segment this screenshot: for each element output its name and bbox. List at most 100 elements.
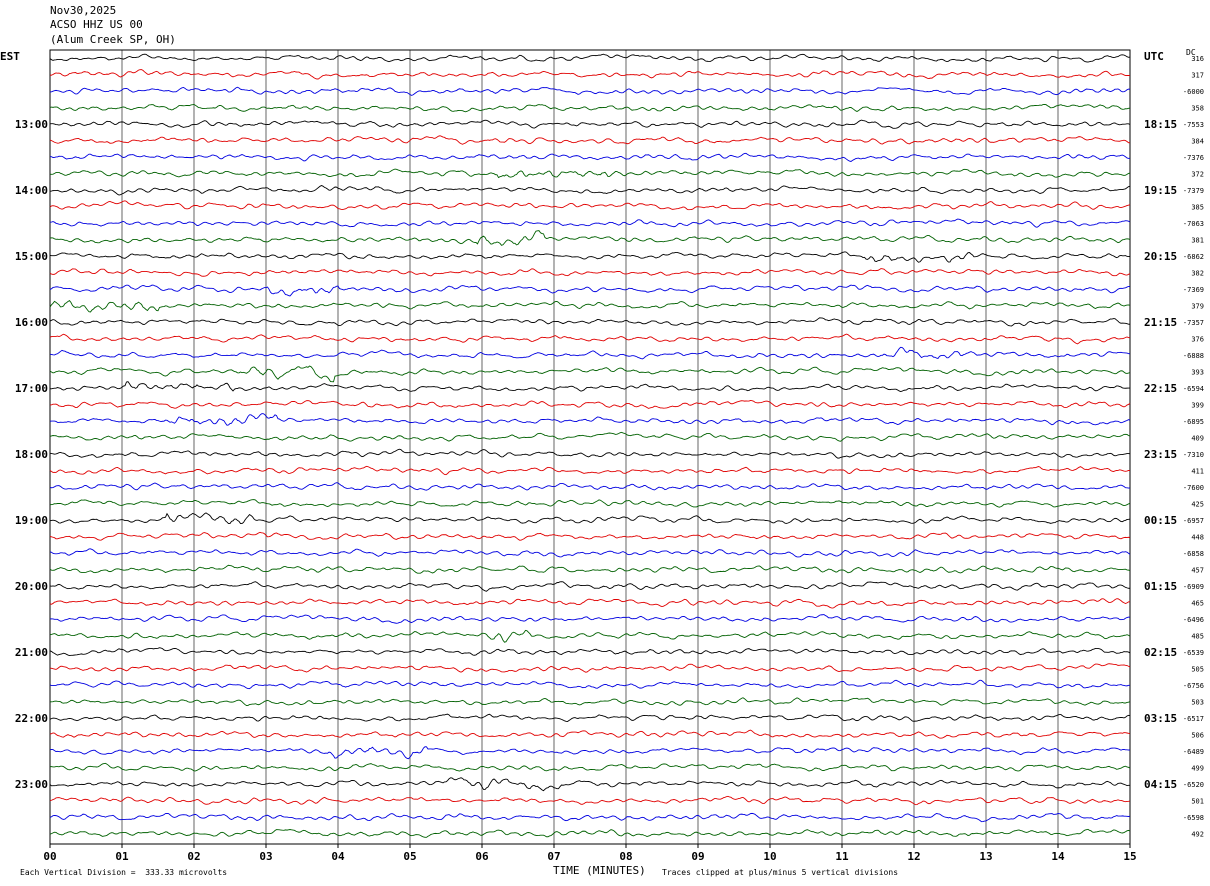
dc-offset-46: -6598 [1183, 814, 1204, 822]
dc-offset-11: 381 [1191, 237, 1204, 245]
trace-27 [49, 499, 1131, 508]
dc-offset-23: 409 [1191, 435, 1204, 443]
trace-11 [49, 230, 1131, 246]
dc-offset-17: 376 [1191, 336, 1204, 344]
trace-7 [49, 168, 1131, 179]
trace-31 [49, 564, 1131, 574]
trace-39 [49, 697, 1131, 706]
trace-26 [49, 482, 1131, 491]
trace-1 [49, 69, 1131, 80]
x-tick-label: 14 [1051, 850, 1065, 863]
utc-hour-label: 20:15 [1144, 250, 1177, 263]
dc-offset-7: 372 [1191, 171, 1204, 179]
est-hour-label: 23:00 [15, 778, 48, 791]
trace-33 [49, 598, 1131, 609]
trace-45 [49, 795, 1131, 806]
dc-offset-24: -7310 [1183, 451, 1204, 459]
grid-lines [49, 49, 1131, 845]
trace-19 [49, 365, 1131, 383]
x-axis: 00 01 02 03 04 05 06 07 08 09 10 11 12 13 14 15 [43, 844, 1137, 863]
x-tick-label: 04 [331, 850, 345, 863]
dc-offset-26: -7600 [1183, 484, 1204, 492]
dc-offset-45: 501 [1191, 798, 1204, 806]
est-hour-label: 17:00 [15, 382, 48, 395]
trace-43 [49, 762, 1131, 772]
est-hour-label: 16:00 [15, 316, 48, 329]
trace-35 [49, 629, 1131, 643]
est-label: EST [0, 50, 20, 63]
x-tick-label: 12 [907, 850, 920, 863]
trace-4 [49, 119, 1131, 129]
est-hour-label: 14:00 [15, 184, 48, 197]
trace-41 [49, 729, 1131, 739]
trace-17 [49, 333, 1131, 345]
trace-29 [49, 531, 1131, 541]
trace-42 [49, 746, 1131, 760]
dc-offset-8: -7379 [1183, 187, 1204, 195]
trace-6 [49, 152, 1131, 162]
trace-3 [49, 103, 1131, 113]
trace-12 [49, 251, 1131, 263]
trace-25 [49, 465, 1131, 476]
dc-offset-41: 506 [1191, 732, 1204, 740]
trace-9 [49, 200, 1131, 211]
clip-note: Traces clipped at plus/minus 5 vertical … [662, 868, 899, 877]
dc-offset-38: -6756 [1183, 682, 1204, 690]
dc-offset-27: 425 [1191, 501, 1204, 509]
x-tick-label: 10 [763, 850, 776, 863]
trace-40 [49, 713, 1131, 723]
dc-offset-3: 358 [1191, 105, 1204, 113]
header-location: (Alum Creek SP, OH) [50, 33, 176, 46]
trace-18 [49, 346, 1131, 360]
trace-13 [49, 268, 1131, 277]
dc-offset-18: -6888 [1183, 352, 1204, 360]
dc-offset-21: 399 [1191, 402, 1204, 410]
est-hour-label: 18:00 [15, 448, 48, 461]
dc-offset-32: -6909 [1183, 583, 1204, 591]
x-axis-title: TIME (MINUTES) [553, 864, 646, 877]
dc-offset-29: 448 [1191, 534, 1204, 542]
trace-8 [49, 185, 1131, 196]
x-tick-label: 07 [547, 850, 560, 863]
dc-offset-22: -6895 [1183, 418, 1204, 426]
est-hour-label: 22:00 [15, 712, 48, 725]
trace-10 [49, 218, 1131, 228]
x-tick-label: 09 [691, 850, 704, 863]
dc-offset-10: -7063 [1183, 220, 1204, 228]
dc-offset-43: 499 [1191, 765, 1204, 773]
hour-labels: 13:00 14:00 15:00 16:00 17:00 18:00 19:00 20:00… [15, 118, 1177, 791]
trace-34 [49, 614, 1131, 624]
trace-5 [49, 135, 1131, 145]
x-tick-label: 03 [259, 850, 272, 863]
trace-2 [49, 86, 1131, 96]
dc-offset-28: -6957 [1183, 517, 1204, 525]
dc-offset-47: 492 [1191, 831, 1204, 839]
trace-14 [49, 284, 1131, 297]
trace-30 [49, 548, 1131, 558]
dc-offset-6: -7376 [1183, 154, 1204, 162]
trace-24 [49, 448, 1131, 459]
trace-38 [49, 679, 1131, 690]
utc-hour-label: 03:15 [1144, 712, 1177, 725]
plot-frame [49, 49, 1131, 845]
dc-offset-2: -6000 [1183, 88, 1204, 96]
x-tick-label: 05 [403, 850, 416, 863]
dc-offset-20: -6594 [1183, 385, 1204, 393]
dc-offset-19: 393 [1191, 369, 1204, 377]
dc-offset-33: 465 [1191, 600, 1204, 608]
scale-note: Each Vertical Division = 333.33 microvol… [20, 868, 228, 877]
trace-28 [49, 512, 1131, 525]
x-tick-label: 01 [115, 850, 129, 863]
utc-hour-label: 18:15 [1144, 118, 1177, 131]
x-tick-label: 08 [619, 850, 632, 863]
x-tick-label: 00 [43, 850, 56, 863]
dc-offset-35: 485 [1191, 633, 1204, 641]
trace-23 [49, 431, 1131, 442]
dc-offset-40: -6517 [1183, 715, 1204, 723]
dc-offset-13: 382 [1191, 270, 1204, 278]
dc-offset-37: 505 [1191, 666, 1204, 674]
utc-label: UTC [1144, 50, 1164, 63]
trace-15 [49, 300, 1131, 313]
trace-21 [49, 400, 1131, 409]
